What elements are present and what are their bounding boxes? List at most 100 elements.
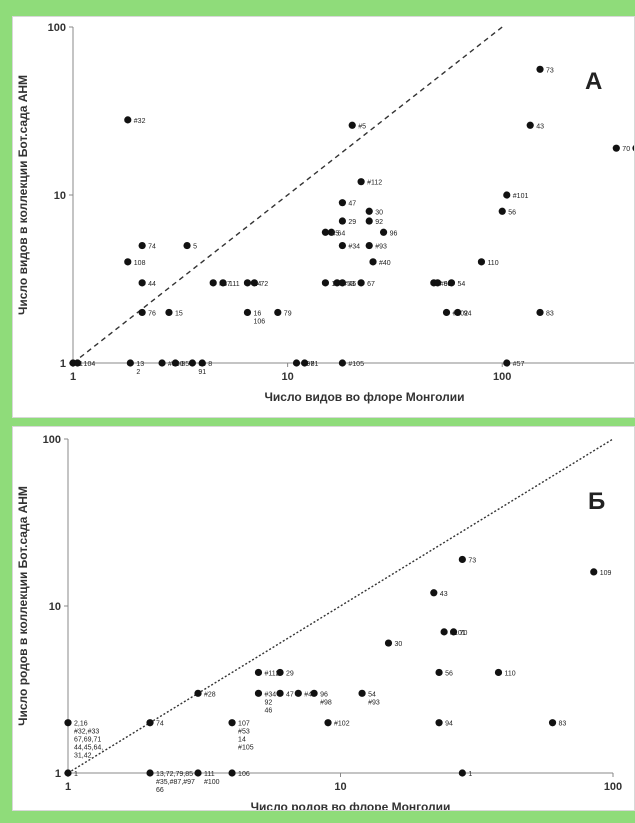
point-label-a: 44 [148,281,156,288]
data-point-b [548,719,557,727]
point-label-b: #105 [238,745,254,752]
point-label-a: 111 [229,281,240,288]
point-label-a: 96 [390,230,398,237]
point-label-a: #32 [134,118,146,125]
data-point-a [338,359,347,367]
point-label-b: 46 [264,707,272,714]
data-point-b [254,689,263,697]
x-tick-label-a: 100 [493,371,511,383]
data-point-a [250,279,258,287]
point-label-a: 46 [348,281,356,288]
point-label-b: #28 [204,691,216,698]
point-label-a: #97 [303,361,315,368]
data-point-a [365,217,373,225]
y-axis-title-b: Число родов в коллекции Бот.сада АНМ [16,486,30,726]
point-label-a: 2 [136,369,140,376]
data-point-a [477,258,486,266]
data-point-b [430,589,438,597]
point-label-a: 45 [331,230,339,237]
data-point-b [146,769,154,777]
point-label-a: #101 [513,193,529,200]
point-label-a: 1 [79,361,83,368]
data-point-a [292,359,301,367]
point-label-a: 47 [348,201,356,208]
x-axis-title-a: Число видов во флоре Монголии [264,390,464,404]
point-label-a: 110 [487,260,498,267]
point-label-b: 111 [204,771,215,778]
point-label-a: #34 [348,244,360,251]
data-point-a [138,241,146,250]
data-point-b [458,769,466,777]
data-point-a [338,279,347,287]
y-tick-label-b: 100 [43,434,61,446]
data-point-a [434,279,442,287]
point-label-a: 76 [148,310,156,317]
point-label-b: 2,16 [74,721,88,728]
point-label-b: #100 [204,779,220,786]
data-point-b [276,689,284,697]
point-label-a: 91 [198,369,206,376]
data-point-a [301,359,309,367]
chart-panel-b: 1 10 100 1 10 100 Число родов во флоре Монголи… [12,426,635,811]
point-label-b: 14 [238,737,246,744]
data-point-b [384,639,393,647]
point-label-a: 56 [508,209,516,216]
point-label-b: 94 [445,721,453,728]
data-point-a [126,359,134,367]
point-label-b: #40 [304,691,316,698]
x-tick-label-b: 1 [65,781,71,793]
data-point-b [64,719,72,727]
point-label-a: 66 [444,281,452,288]
point-label-b: 70 [460,630,468,637]
data-point-a [124,258,132,266]
y-axis-title-a: Число видов в коллекции Бот.сада АНМ [16,75,30,315]
point-label-a: #5 [358,123,366,130]
data-point-a [612,144,620,152]
point-label-b: #112 [264,670,279,677]
point-label-b: 43 [440,591,448,598]
data-point-a [327,228,336,236]
x-tick-label-b: 100 [604,781,622,793]
data-point-a [171,359,179,367]
data-point-a [338,241,347,250]
chart-panel-a: 1 10 100 1 10 100 Число видов во флоре Монголи… [12,16,635,418]
point-label-a: 106 [253,318,265,325]
data-point-a [138,279,146,287]
point-label-a: 81 [311,361,319,368]
point-label-b: #32,#33 [74,729,99,736]
point-label-b: 109 [600,570,612,577]
point-label-b: 29 [286,670,294,677]
point-label-b: 56 [445,670,453,677]
point-label-a: 13 [136,361,144,368]
point-label-b: 107 [238,721,250,728]
point-label-a: 54 [457,281,465,288]
data-point-a [124,116,132,124]
data-point-a [536,308,544,317]
data-point-b [194,689,202,697]
reference-diagonal-line-b [67,438,614,774]
point-label-b: 96 [320,691,328,698]
point-label-b: 47 [286,691,294,698]
data-point-a [209,279,217,287]
point-label-a: #57 [513,361,525,368]
data-point-a [503,359,511,367]
point-label-b: #93 [368,699,380,706]
data-point-b [146,719,154,727]
panel-letter-b: Б [588,488,605,515]
point-label-a: 85 [181,361,189,368]
point-label-b: 66 [156,787,164,794]
point-label-a: 43 [536,123,544,130]
data-point-a [536,65,544,73]
point-label-a: 92 [375,219,383,226]
point-label-b: 30 [394,641,402,648]
point-label-a: 29 [348,219,356,226]
point-label-a: #105 [348,361,364,368]
point-label-a: 64 [337,230,345,237]
data-point-a [357,279,365,287]
data-point-b [294,689,302,697]
data-point-a [158,359,166,367]
point-label-b: 44,45,64, [74,745,103,752]
data-point-a [198,359,206,367]
